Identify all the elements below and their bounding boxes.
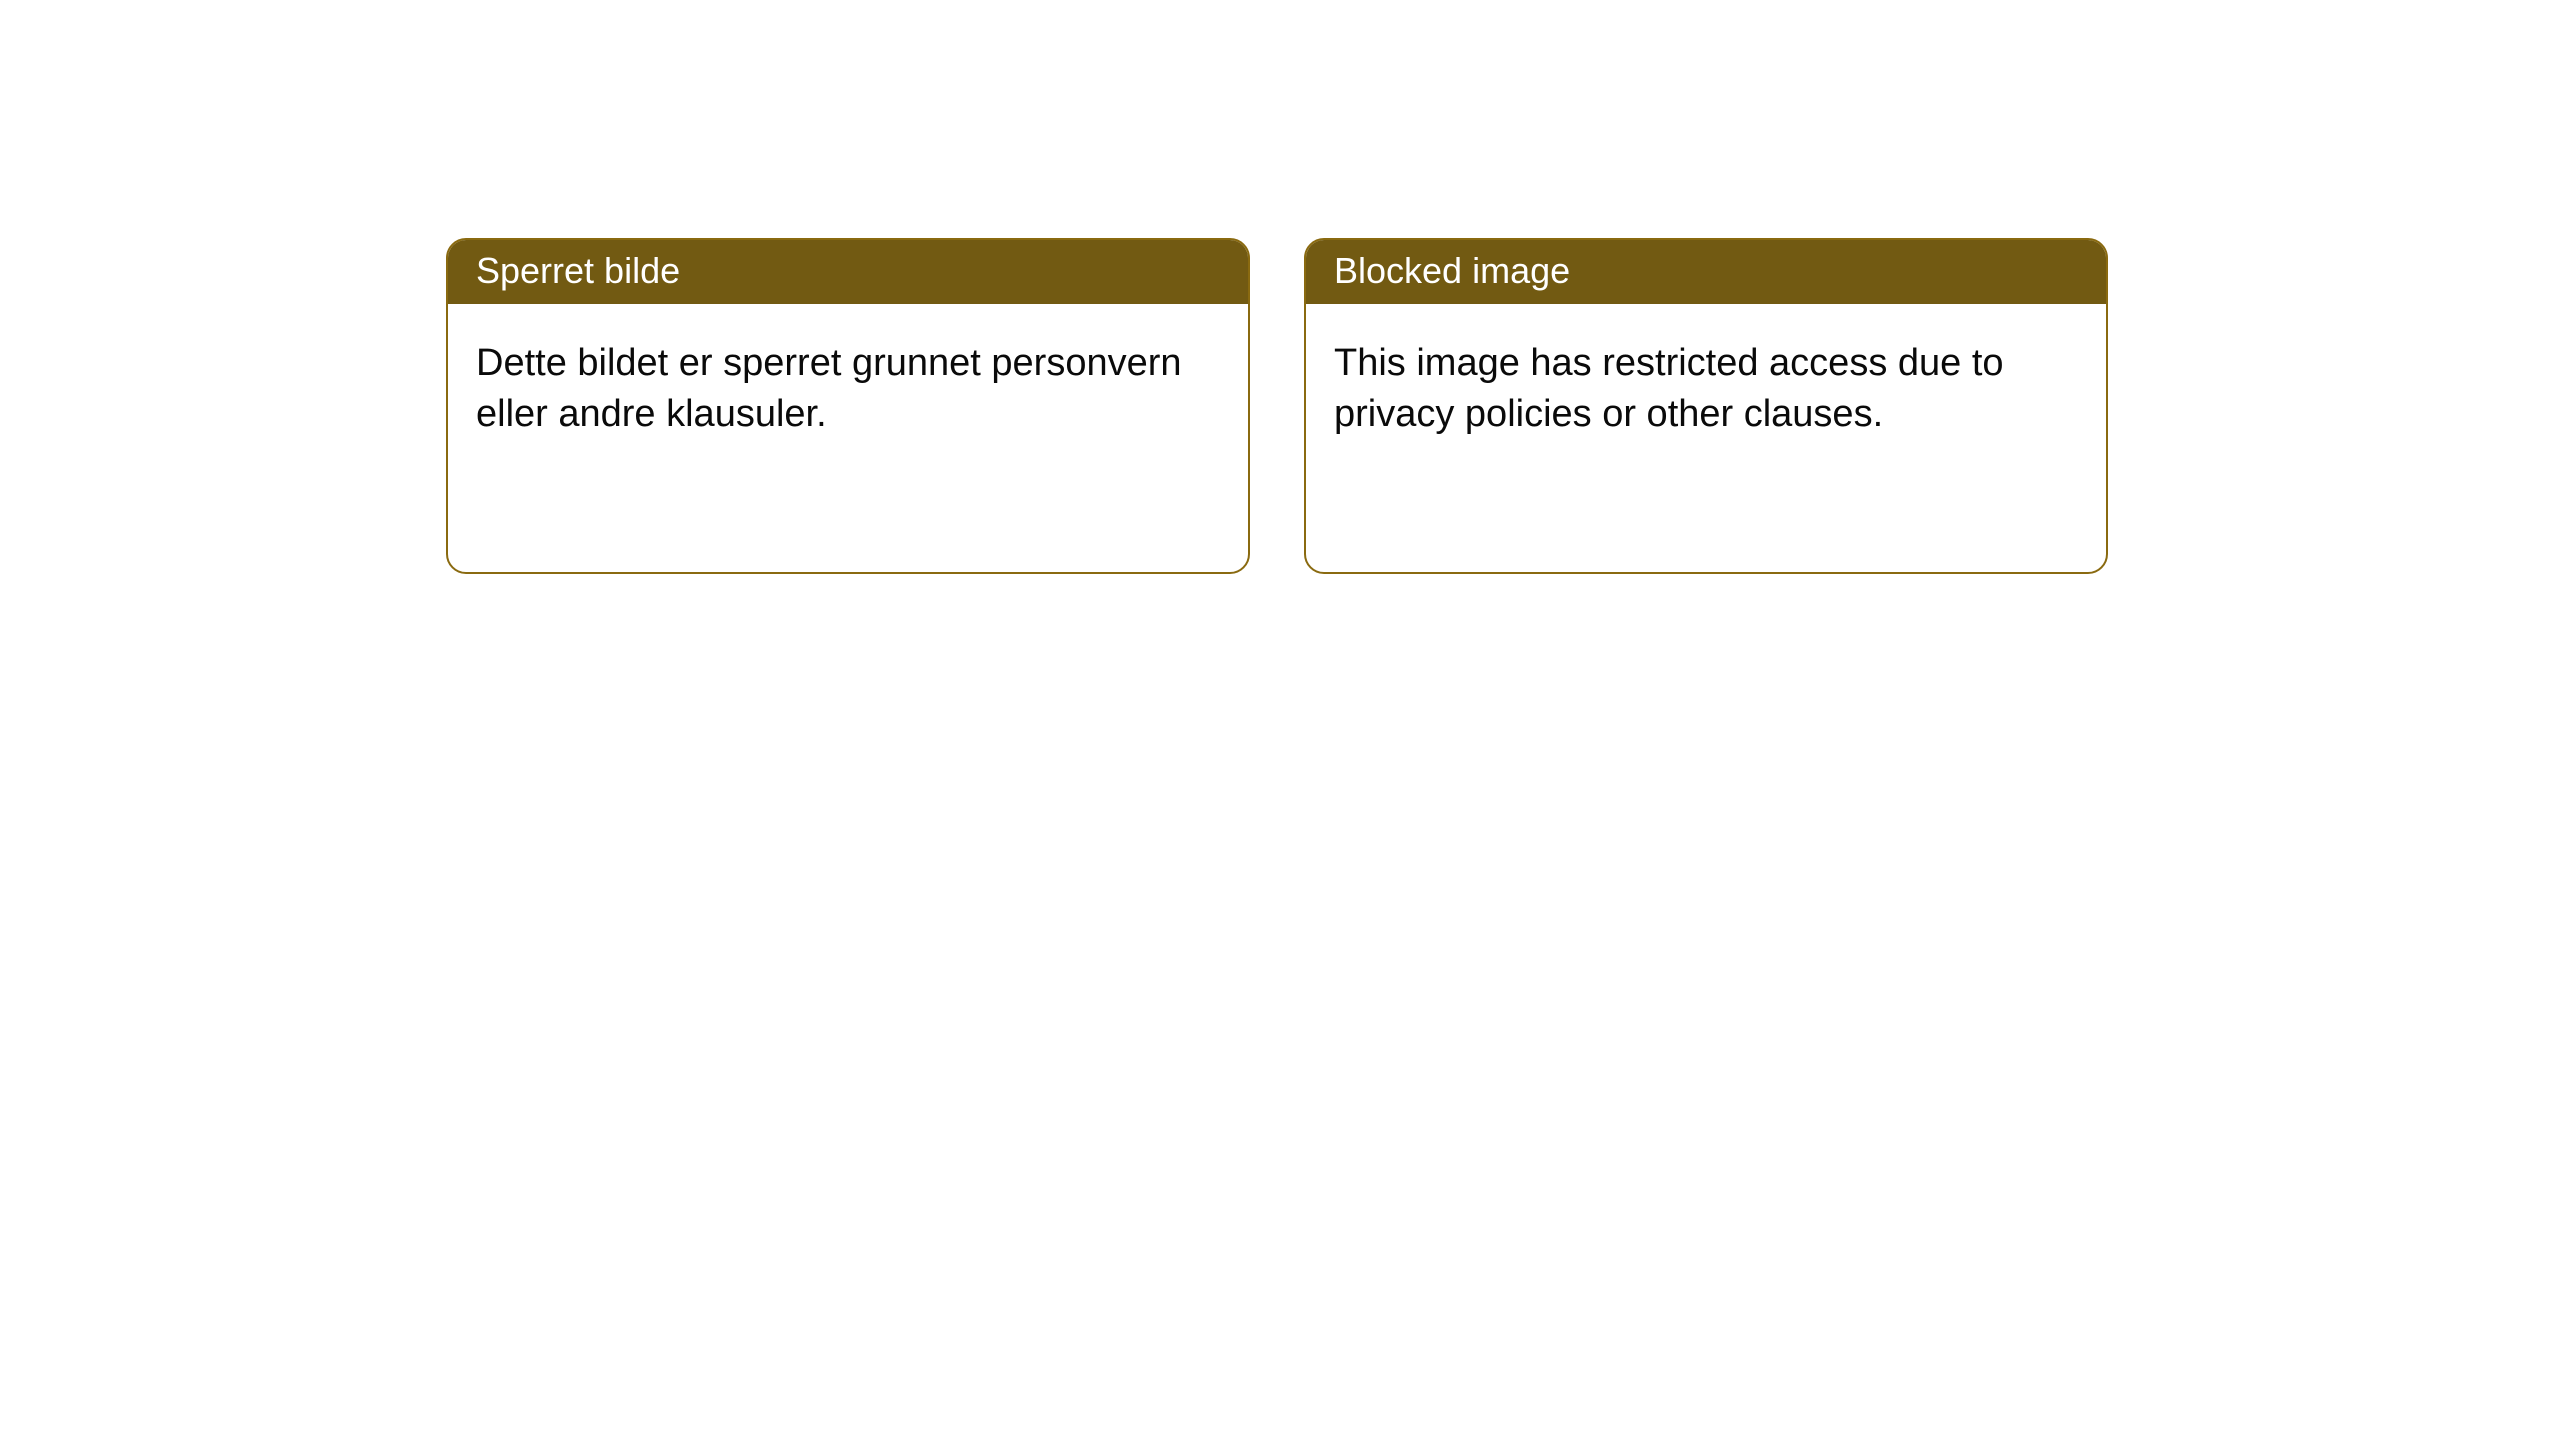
card-title: Sperret bilde [448, 240, 1248, 304]
notice-container: Sperret bilde Dette bildet er sperret gr… [0, 0, 2560, 574]
notice-card-english: Blocked image This image has restricted … [1304, 238, 2108, 574]
card-body: Dette bildet er sperret grunnet personve… [448, 304, 1248, 465]
card-body: This image has restricted access due to … [1306, 304, 2106, 465]
notice-card-norwegian: Sperret bilde Dette bildet er sperret gr… [446, 238, 1250, 574]
card-title: Blocked image [1306, 240, 2106, 304]
